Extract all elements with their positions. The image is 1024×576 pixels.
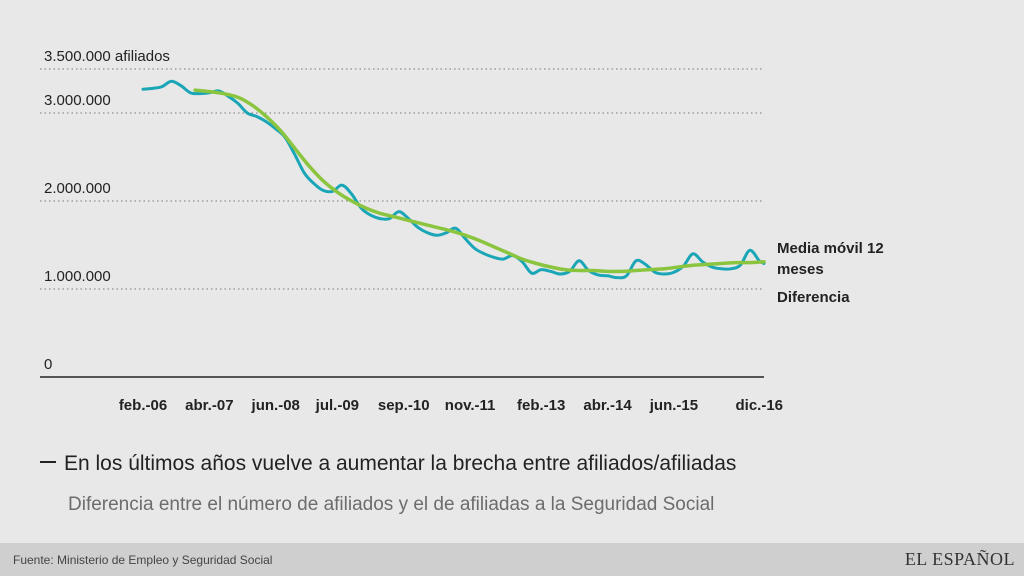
y-axis-labels: 3.500.000 afiliados 3.000.000 2.000.000 1.0…	[44, 48, 170, 373]
x-tick-label: abr.-14	[583, 397, 632, 414]
chart-grid	[40, 68, 764, 378]
chart-legend: Media móvil 12 meses Diferencia	[777, 240, 884, 306]
x-tick-label: feb.-06	[119, 397, 167, 414]
series-line-diferencia	[141, 79, 766, 280]
series-line-media-movil	[193, 88, 766, 274]
chart-series	[141, 79, 766, 280]
y-tick-label: 3.500.000 afiliados	[44, 48, 170, 65]
footer: Fuente: Ministerio de Empleo y Seguridad…	[0, 543, 1024, 576]
x-axis-labels: feb.-06 abr.-07 jun.-08 jul.-09 sep.-10 nov.-…	[119, 397, 783, 414]
y-tick-label: 0	[44, 356, 52, 373]
x-tick-label: dic.-16	[735, 397, 783, 414]
x-tick-label: jun.-08	[251, 397, 300, 414]
headline-dash	[40, 461, 56, 464]
x-tick-label: nov.-11	[445, 397, 496, 414]
subtitle: Diferencia entre el número de afiliados …	[68, 494, 715, 515]
legend-label-media-movil-line2: meses	[777, 261, 824, 278]
x-tick-label: abr.-07	[185, 397, 233, 414]
x-tick-label: feb.-13	[517, 397, 565, 414]
x-tick-label: jun.-15	[649, 397, 698, 414]
x-tick-label: jul.-09	[315, 397, 359, 414]
brand-logo: EL ESPAÑOL	[904, 549, 1015, 569]
source-note: Fuente: Ministerio de Empleo y Seguridad…	[13, 553, 273, 567]
legend-label-media-movil: Media móvil 12	[777, 240, 884, 257]
line-chart: 3.500.000 afiliados 3.000.000 2.000.000 1.0…	[40, 48, 884, 414]
headline: En los últimos años vuelve a aumentar la…	[40, 452, 736, 476]
y-tick-label: 1.000.000	[44, 268, 111, 285]
x-tick-label: sep.-10	[378, 397, 430, 414]
y-tick-label: 3.000.000	[44, 92, 111, 109]
legend-label-diferencia: Diferencia	[777, 289, 850, 306]
headline-text: En los últimos años vuelve a aumentar la…	[64, 452, 737, 475]
y-tick-label: 2.000.000	[44, 180, 111, 197]
